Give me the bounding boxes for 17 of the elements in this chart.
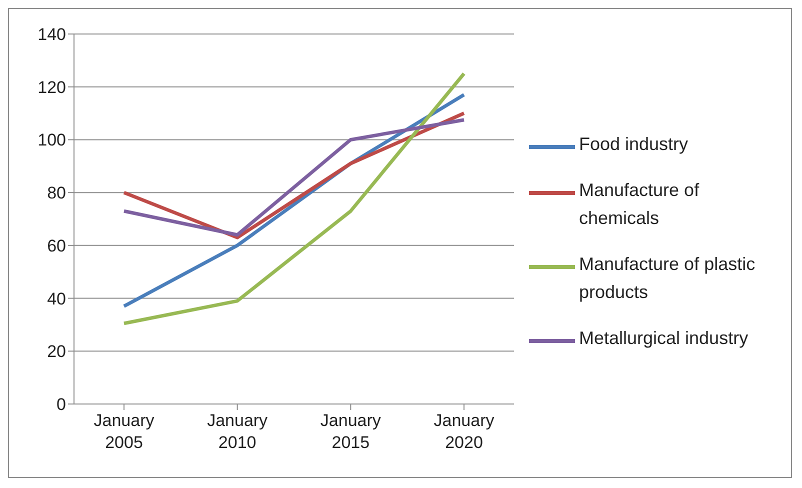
legend-label: Food industry [579,133,688,156]
x-tick-label: January 2010 [207,411,268,452]
y-tick-label: 20 [47,342,66,362]
legend-label: Manufacture of chemicals [579,179,700,230]
legend-label: Metallurgical industry [579,327,748,350]
x-tick-label: January 2020 [434,411,495,452]
legend-label: Manufacture of plastic products [579,253,756,304]
y-tick-label: 40 [47,289,66,308]
x-tick-label: January 2015 [320,411,382,452]
y-tick-label: 140 [38,25,66,44]
y-tick-label: 80 [47,184,66,203]
y-tick-label: 100 [38,130,66,150]
y-tick-label: 60 [47,236,66,256]
y-tick-label: 0 [56,395,66,414]
line-series [122,72,466,326]
y-tick-label: 120 [38,78,66,97]
x-tick-label: January 2005 [94,411,155,452]
